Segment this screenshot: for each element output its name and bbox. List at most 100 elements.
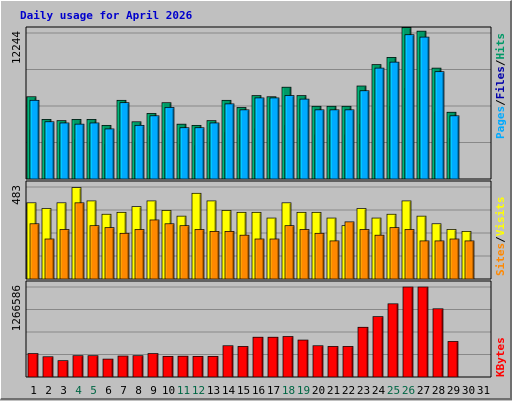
kbytes-bar-day-16 [252, 336, 264, 378]
pages-bar-day-7 [119, 102, 130, 180]
x-label-day-6: 6 [105, 384, 112, 397]
x-label-day-31: 31 [477, 384, 490, 397]
pages-bar-day-12-face [194, 127, 205, 180]
pages-bar-day-26-face [404, 34, 415, 180]
legend-sites-visits-part-0: Sites [494, 243, 507, 276]
sites-bar-day-9-face [149, 219, 160, 280]
pages-bar-day-13 [209, 122, 220, 180]
pages-bar-day-14 [224, 103, 235, 180]
pages-bar-day-15 [239, 109, 250, 180]
x-label-day-13: 13 [207, 384, 220, 397]
panel-1-y-tick-label: 483 [10, 185, 23, 205]
sites-bar-day-26 [404, 229, 415, 280]
kbytes-bar-day-6 [102, 358, 114, 378]
sites-bar-day-3 [59, 229, 70, 280]
pages-bar-day-24 [374, 67, 385, 180]
pages-bar-day-1-face [29, 99, 40, 180]
x-label-day-29: 29 [447, 384, 460, 397]
sites-bar-day-8-face [134, 229, 145, 280]
kbytes-bar-day-7-face [117, 355, 129, 378]
pages-bar-day-11 [179, 127, 190, 180]
kbytes-bar-day-13 [207, 356, 219, 378]
pages-bar-day-25 [389, 61, 400, 180]
sites-bar-day-28 [434, 240, 445, 280]
pages-bar-day-21 [329, 109, 340, 180]
kbytes-bar-day-10-face [162, 356, 174, 378]
sites-bar-day-21-face [329, 240, 340, 280]
pages-bar-day-19-face [299, 98, 310, 180]
x-label-day-10: 10 [162, 384, 175, 397]
sites-bar-day-4-face [74, 202, 85, 280]
sites-bar-day-2 [44, 238, 55, 280]
pages-bar-day-15-face [239, 109, 250, 180]
sites-bar-day-18 [284, 225, 295, 280]
sites-bar-day-15 [239, 234, 250, 280]
pages-bar-day-11-face [179, 127, 190, 180]
x-label-day-3: 3 [60, 384, 67, 397]
kbytes-bar-day-12-face [192, 356, 204, 378]
x-label-day-15: 15 [237, 384, 250, 397]
kbytes-bar-day-1 [27, 353, 39, 378]
x-label-day-8: 8 [135, 384, 142, 397]
kbytes-bar-day-24 [372, 316, 384, 378]
x-label-day-12: 12 [192, 384, 205, 397]
kbytes-bar-day-3 [57, 360, 69, 378]
kbytes-bar-day-1-face [27, 353, 39, 378]
legend-pages-files-hits-part-4: Hits [494, 33, 507, 60]
pages-bar-day-8 [134, 124, 145, 180]
x-label-day-24: 24 [372, 384, 386, 397]
kbytes-bar-day-29-face [447, 341, 459, 378]
sites-bar-day-7 [119, 232, 130, 280]
x-label-day-30: 30 [462, 384, 475, 397]
x-label-day-16: 16 [252, 384, 265, 397]
x-label-day-20: 20 [312, 384, 325, 397]
sites-bar-day-25-face [389, 227, 400, 280]
pages-bar-day-1 [29, 99, 40, 180]
kbytes-bar-day-3-face [57, 360, 69, 378]
pages-bar-day-9-face [149, 115, 160, 180]
pages-bar-day-7-face [119, 102, 130, 180]
legend-kbytes-part-0: KBytes [494, 337, 507, 377]
kbytes-bar-day-5 [87, 355, 99, 378]
kbytes-bar-day-2 [42, 356, 54, 378]
sites-bar-day-21 [329, 240, 340, 280]
kbytes-bar-day-11-face [177, 355, 189, 378]
sites-bar-day-15-face [239, 234, 250, 280]
kbytes-bar-day-18-face [282, 336, 294, 378]
x-label-day-28: 28 [432, 384, 445, 397]
sites-bar-day-14-face [224, 231, 235, 280]
kbytes-bar-day-9 [147, 353, 159, 378]
legend-pages-files-hits: Pages/Files/Hits [494, 33, 507, 139]
pages-bar-day-22-face [344, 109, 355, 180]
pages-bar-day-2 [44, 121, 55, 180]
x-label-day-26: 26 [402, 384, 415, 397]
kbytes-bar-day-6-face [102, 358, 114, 378]
kbytes-bar-day-28-face [432, 308, 444, 378]
sites-bar-day-19-face [299, 229, 310, 280]
pages-bar-day-21-face [329, 109, 340, 180]
sites-bar-day-9 [149, 219, 160, 280]
sites-bar-day-7-face [119, 232, 130, 280]
kbytes-bar-day-24-face [372, 316, 384, 378]
x-label-day-9: 9 [150, 384, 157, 397]
x-label-day-14: 14 [222, 384, 236, 397]
kbytes-bar-day-26 [402, 286, 414, 378]
sites-bar-day-16-face [254, 238, 265, 280]
sites-bar-day-10 [164, 223, 175, 280]
sites-bar-day-5-face [89, 225, 100, 280]
pages-bar-day-19 [299, 98, 310, 180]
kbytes-bar-day-11 [177, 355, 189, 378]
kbytes-bar-day-4 [72, 355, 84, 378]
pages-bar-day-12 [194, 127, 205, 180]
x-label-day-25: 25 [387, 384, 400, 397]
kbytes-bar-day-17 [267, 336, 279, 378]
pages-bar-day-9 [149, 115, 160, 180]
x-label-day-21: 21 [327, 384, 340, 397]
sites-bar-day-20 [314, 232, 325, 280]
x-label-day-22: 22 [342, 384, 355, 397]
x-label-day-19: 19 [297, 384, 310, 397]
kbytes-bar-day-17-face [267, 336, 279, 378]
pages-bar-day-29-face [449, 115, 460, 180]
sites-bar-day-25 [389, 227, 400, 280]
kbytes-bar-day-21-face [327, 346, 339, 378]
